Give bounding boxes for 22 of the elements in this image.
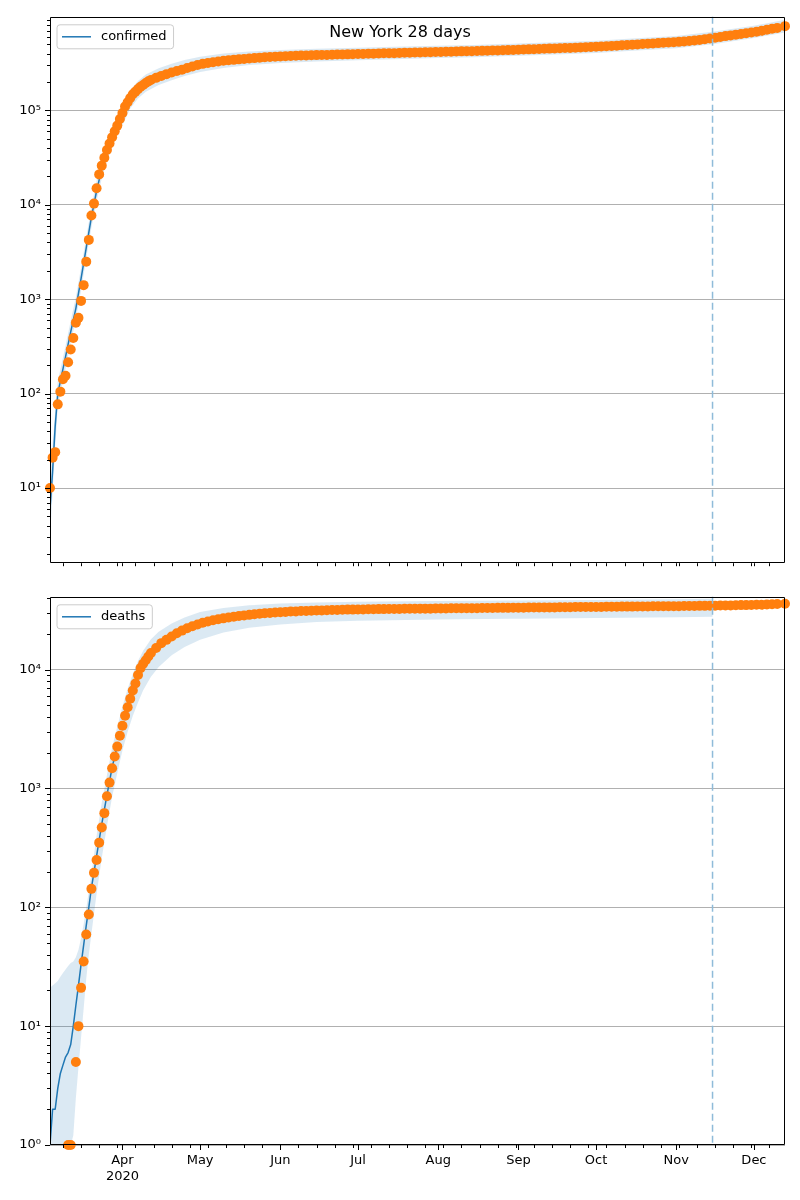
x-tick-label: Jul (349, 1152, 366, 1168)
x-tick-label: May (186, 1152, 214, 1168)
y-tick-label: 10¹ (19, 479, 41, 495)
y-tick-label: 10³ (19, 779, 41, 795)
legend-label: confirmed (101, 28, 167, 44)
y-tick-label: 10⁴ (19, 196, 41, 212)
chart-title: New York 28 days (329, 21, 471, 41)
x-tick-label: Oct (584, 1152, 608, 1168)
y-tick-label: 10⁴ (19, 661, 41, 676)
x-tick-label: Sep (506, 1152, 531, 1168)
x-tick-label: Aug (425, 1152, 451, 1168)
x-tick-label: Dec (741, 1152, 767, 1168)
y-tick-label: 10² (19, 898, 41, 914)
y-tick-label: 10¹ (19, 1017, 41, 1033)
legend-label: deaths (101, 608, 146, 624)
y-tick-label: 10⁰ (19, 1136, 41, 1152)
x-tick-label: Apr 2020 (105, 1152, 140, 1183)
x-tick-label: Nov (663, 1152, 690, 1168)
y-tick-label: 10⁵ (19, 101, 41, 117)
x-tick-label: Jun (269, 1152, 291, 1168)
y-tick-label: 10² (19, 385, 41, 401)
y-tick-label: 10³ (19, 290, 41, 306)
